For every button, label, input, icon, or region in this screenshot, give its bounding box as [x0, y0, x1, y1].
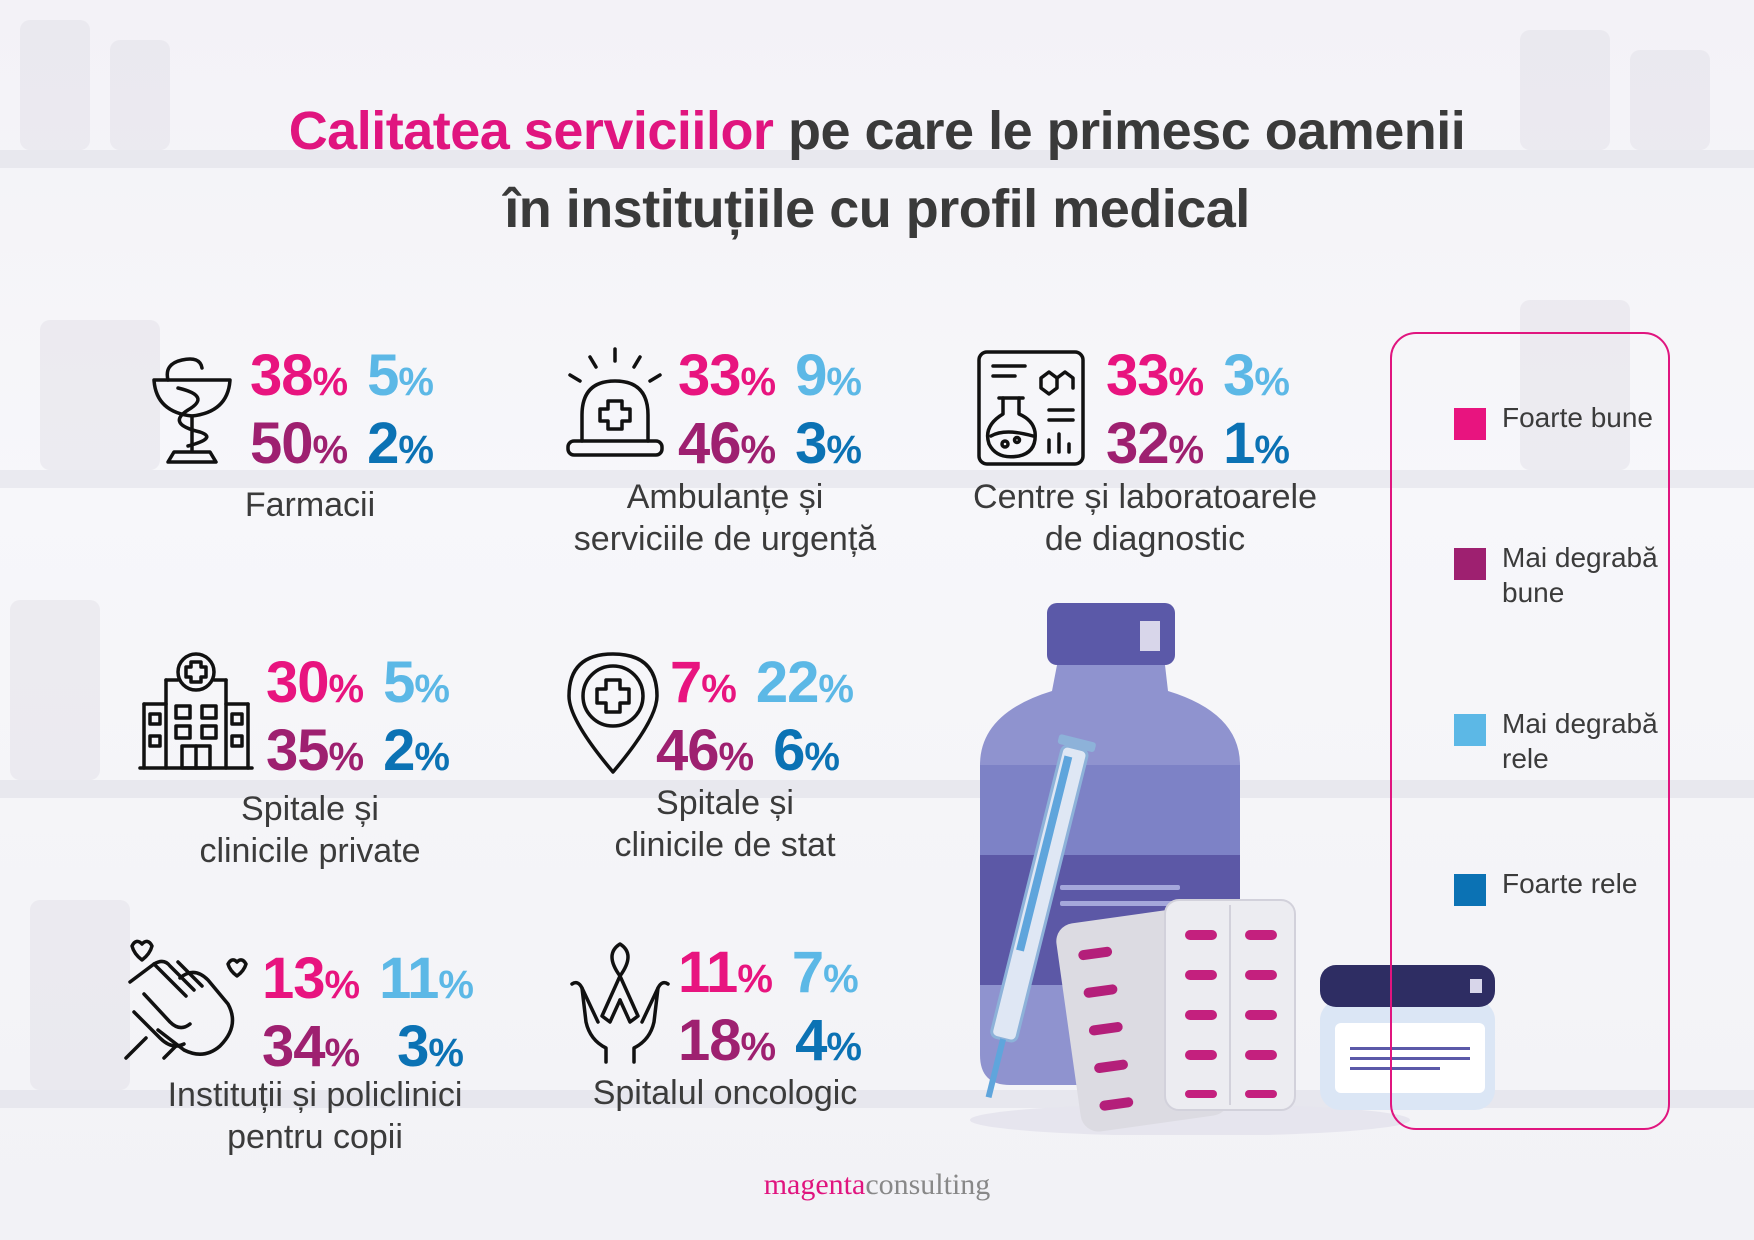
brand-logo: magentaconsulting	[763, 1168, 991, 1201]
value-mai-degraba-rele: 11%	[379, 946, 474, 1011]
value-foarte-rele: 2%	[383, 718, 450, 783]
value-mai-degraba-bune: 35%	[266, 718, 364, 783]
stat-label: Ambulanțe și serviciile de urgență	[573, 478, 877, 558]
background-bottle	[10, 600, 100, 780]
legend-swatch	[1454, 408, 1486, 440]
title-line2: în instituțiile cu profil medical	[504, 179, 1250, 239]
background-bottle	[1520, 300, 1630, 470]
legend-swatch	[1454, 714, 1486, 746]
background-bottle	[1630, 50, 1710, 150]
medicine-illustration	[940, 595, 1520, 1135]
value-mai-degraba-bune: 34%	[262, 1014, 360, 1079]
stat-label: Spitale și clinicile private	[199, 790, 421, 870]
legend: Foarte bune Mai degrabă bune Mai degrabă…	[1390, 332, 1670, 1130]
value-foarte-bune: 13%	[262, 946, 360, 1011]
background-shelf	[0, 780, 1754, 798]
ambulance-siren-icon	[560, 345, 670, 465]
background-shelf	[0, 150, 1754, 168]
pharmacy-icon	[148, 350, 236, 468]
value-foarte-rele: 6%	[773, 718, 840, 783]
location-pin-medical-icon	[565, 650, 661, 776]
value-foarte-bune: 33%	[1106, 343, 1204, 408]
value-mai-degraba-bune: 32%	[1106, 411, 1204, 476]
title-accent: Calitatea serviciilor	[288, 101, 774, 161]
stat-label: Instituții și policlinici pentru copii	[167, 1076, 463, 1156]
cancer-ribbon-hands-icon	[568, 940, 672, 1064]
value-mai-degraba-bune: 46%	[656, 718, 754, 783]
value-mai-degraba-bune: 50%	[250, 411, 348, 476]
legend-swatch	[1454, 548, 1486, 580]
background-shelf	[0, 470, 1754, 488]
stat-label: Spitalul oncologic	[592, 1074, 858, 1112]
background-bottle	[110, 40, 170, 150]
value-mai-degraba-rele: 9%	[795, 343, 862, 408]
value-mai-degraba-rele: 3%	[1223, 343, 1290, 408]
value-foarte-rele: 4%	[795, 1008, 862, 1073]
background-bottle	[40, 320, 160, 470]
background-bottle	[1520, 30, 1610, 150]
page-title: Calitatea serviciilor pe care le primesc…	[0, 92, 1754, 248]
value-mai-degraba-bune: 46%	[678, 411, 776, 476]
value-foarte-rele: 3%	[795, 411, 862, 476]
value-mai-degraba-rele: 7%	[791, 940, 859, 1005]
laboratory-icon	[975, 348, 1087, 468]
background-bottle	[20, 20, 90, 150]
stat-oncologic-numbers: 11% 7% 18% 4%	[678, 940, 862, 1078]
value-mai-degraba-bune: 18%	[678, 1008, 776, 1073]
background-bottle	[30, 900, 130, 1090]
stat-label: Farmacii	[244, 486, 376, 524]
stat-spitale-private-numbers: 30% 5% 35% 2%	[266, 650, 450, 788]
stat-label: Spitale și clinicile de stat	[614, 784, 836, 864]
value-foarte-bune: 11%	[678, 940, 773, 1005]
child-care-hands-icon	[124, 934, 254, 1064]
value-foarte-rele: 1%	[1223, 411, 1290, 476]
title-rest: pe care le primesc oamenii	[773, 101, 1466, 161]
value-foarte-rele: 2%	[367, 411, 434, 476]
value-foarte-bune: 38%	[250, 343, 348, 408]
stat-spitale-stat-numbers: 7% 22% 46% 6%	[656, 650, 854, 788]
value-foarte-bune: 30%	[266, 650, 364, 715]
value-foarte-bune: 33%	[678, 343, 776, 408]
hospital-building-icon	[138, 650, 254, 774]
stat-label: Centre și laboratoarele de diagnostic	[973, 478, 1317, 558]
stat-farmacii-numbers: 38% 5% 50% 2%	[250, 343, 434, 481]
legend-swatch	[1454, 874, 1486, 906]
value-foarte-rele: 3%	[397, 1014, 464, 1079]
value-mai-degraba-rele: 22%	[755, 650, 854, 715]
stat-laboratoare-numbers: 33% 3% 32% 1%	[1106, 343, 1290, 481]
value-mai-degraba-rele: 5%	[367, 343, 434, 408]
stat-copii-numbers: 13% 11% 34% 3%	[262, 946, 474, 1084]
background-shelf	[0, 1090, 1754, 1108]
stat-ambulante-numbers: 33% 9% 46% 3%	[678, 343, 862, 481]
value-mai-degraba-rele: 5%	[383, 650, 450, 715]
value-foarte-bune: 7%	[670, 650, 737, 715]
